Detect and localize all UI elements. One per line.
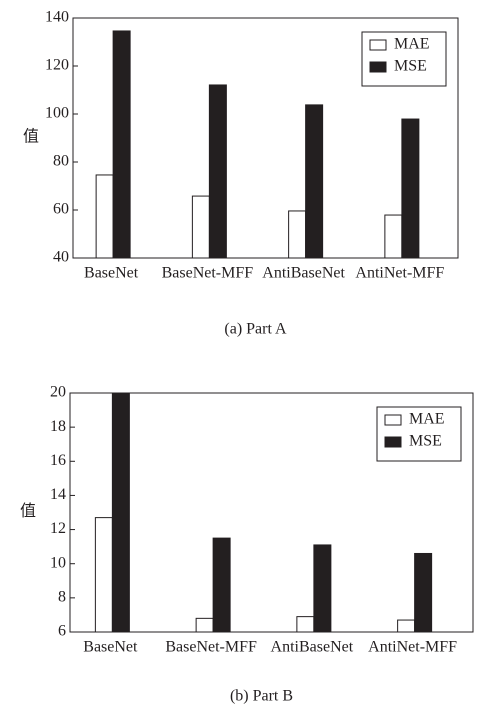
bar — [384, 214, 403, 259]
bar — [112, 30, 131, 259]
legend-label: MAE — [409, 411, 445, 428]
legend-swatch — [369, 61, 387, 73]
caption: (a) Part A — [224, 321, 287, 338]
y-tick-label: 10 — [50, 554, 66, 571]
y-tick-label: 100 — [45, 105, 69, 122]
y-axis-label: 值 — [20, 502, 36, 520]
x-tick-label: BaseNet — [84, 265, 139, 282]
bar — [95, 174, 114, 259]
y-tick-label: 18 — [50, 418, 66, 435]
bar — [212, 537, 231, 633]
y-tick-label: 140 — [45, 9, 69, 26]
bar — [414, 552, 433, 633]
y-tick-label: 16 — [50, 452, 66, 469]
y-tick-label: 8 — [58, 589, 66, 606]
y-tick-label: 40 — [53, 249, 69, 266]
x-tick-label: AntiBaseNet — [262, 265, 345, 282]
legend-swatch — [384, 414, 402, 426]
legend-box — [361, 31, 447, 87]
y-tick-label: 120 — [45, 57, 69, 74]
plot-frame — [69, 392, 474, 633]
y-tick-label: 6 — [58, 623, 66, 640]
x-tick-label: BaseNet — [83, 639, 138, 656]
bar — [111, 392, 130, 633]
bar — [397, 619, 416, 633]
legend-label: MSE — [409, 433, 442, 450]
y-tick-label: 80 — [53, 153, 69, 170]
plot-frame — [72, 17, 459, 259]
bar — [191, 195, 210, 259]
bar — [94, 517, 113, 633]
bar — [296, 616, 315, 633]
y-tick-label: 60 — [53, 201, 69, 218]
legend-swatch — [369, 39, 387, 51]
y-tick-label: 14 — [50, 486, 66, 503]
legend-label: MAE — [394, 36, 430, 53]
legend-swatch — [384, 436, 402, 448]
y-tick-label: 20 — [50, 384, 66, 401]
bar — [208, 84, 227, 259]
bar — [313, 544, 332, 633]
x-tick-label: BaseNet-MFF — [162, 265, 254, 282]
caption: (b) Part B — [230, 688, 293, 705]
x-tick-label: AntiNet-MFF — [368, 639, 457, 656]
bar — [195, 617, 214, 633]
bar — [305, 104, 324, 259]
y-axis-label: 值 — [23, 128, 39, 146]
bar — [401, 118, 420, 259]
x-tick-label: AntiNet-MFF — [355, 265, 444, 282]
bar — [288, 210, 307, 259]
x-tick-label: BaseNet-MFF — [165, 639, 257, 656]
x-tick-label: AntiBaseNet — [271, 639, 354, 656]
y-tick-label: 12 — [50, 520, 66, 537]
legend-label: MSE — [394, 58, 427, 75]
